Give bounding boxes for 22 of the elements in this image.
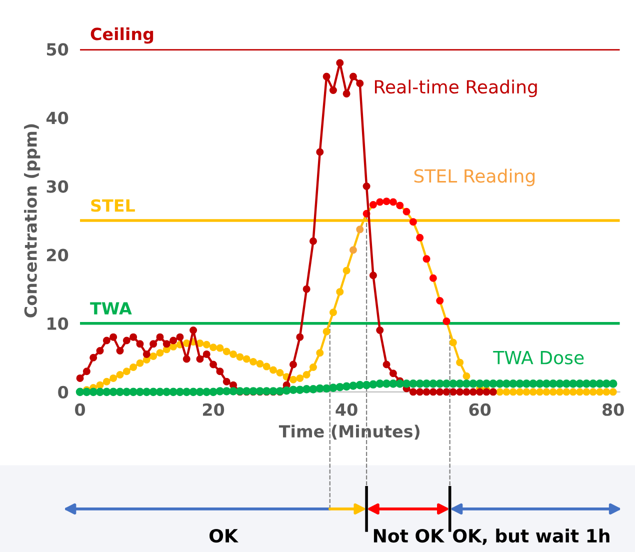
text: OK, but wait 1h [453,528,610,545]
x-tick-label: 80 [602,403,624,416]
y-axis-title: Concentration (ppm) [24,124,40,318]
x-tick-label: 40 [336,403,358,416]
y-tick-label: 10 [48,317,68,330]
ref-line-label: STEL [91,199,135,212]
series-label: Real-time Reading [374,80,537,98]
y-tick-label: 40 [46,112,68,124]
text: OK [210,528,238,543]
series-label: TWA Dose [493,351,584,364]
x-tick-label: 0 [75,403,86,416]
x-tick-label: 60 [469,403,491,416]
series-label: STEL Reading [414,168,535,186]
y-tick-label: 50 [46,43,68,56]
y-tick-label: 20 [47,248,68,262]
y-tick-label: 30 [46,180,68,193]
x-axis-title: Time (Minutes) [278,424,420,440]
y-tick-label: 0 [58,386,68,398]
x-tick-label: 20 [203,403,224,416]
text: Not OK [374,528,445,543]
ref-line-label: TWA [90,302,132,314]
ref-line-label: Ceiling [90,27,154,44]
